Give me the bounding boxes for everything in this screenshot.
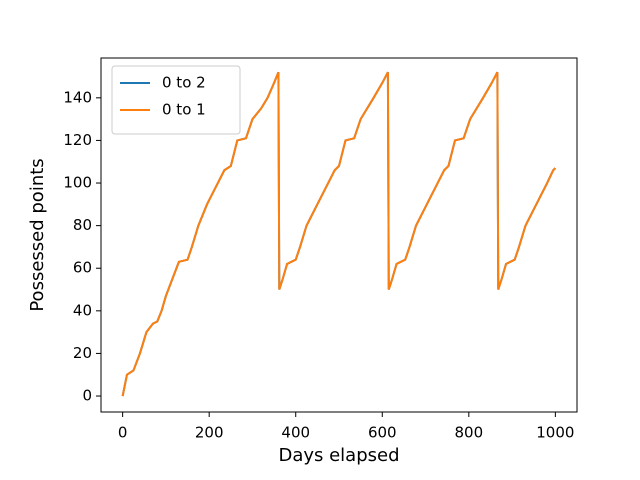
y-tick-label: 60 — [73, 259, 92, 277]
x-axis-label: Days elapsed — [278, 445, 399, 466]
y-tick-label: 120 — [63, 131, 92, 149]
axes-frame — [100, 57, 578, 413]
x-tick-label: 1000 — [536, 424, 574, 442]
line-series — [121, 71, 557, 397]
x-tick-label: 600 — [368, 424, 397, 442]
x-tick-label: 200 — [195, 424, 224, 442]
x-tick-label: 0 — [118, 424, 128, 442]
legend-label: 0 to 2 — [162, 74, 206, 92]
y-axis-label: Possessed points — [27, 158, 48, 311]
y-tick-label: 40 — [73, 301, 92, 319]
y-tick-label: 100 — [63, 174, 92, 192]
y-tick-label: 0 — [82, 387, 92, 405]
legend-label: 0 to 1 — [162, 101, 206, 119]
x-tick-label: 400 — [281, 424, 310, 442]
y-tick-label: 80 — [73, 216, 92, 234]
y-tick-label: 140 — [63, 88, 92, 106]
x-tick-label: 800 — [454, 424, 483, 442]
y-tick-label: 20 — [73, 344, 92, 362]
